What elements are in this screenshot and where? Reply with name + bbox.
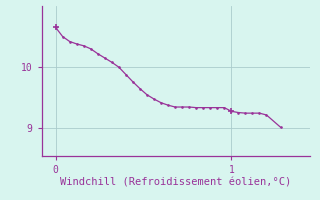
X-axis label: Windchill (Refroidissement éolien,°C): Windchill (Refroidissement éolien,°C) [60, 178, 292, 188]
